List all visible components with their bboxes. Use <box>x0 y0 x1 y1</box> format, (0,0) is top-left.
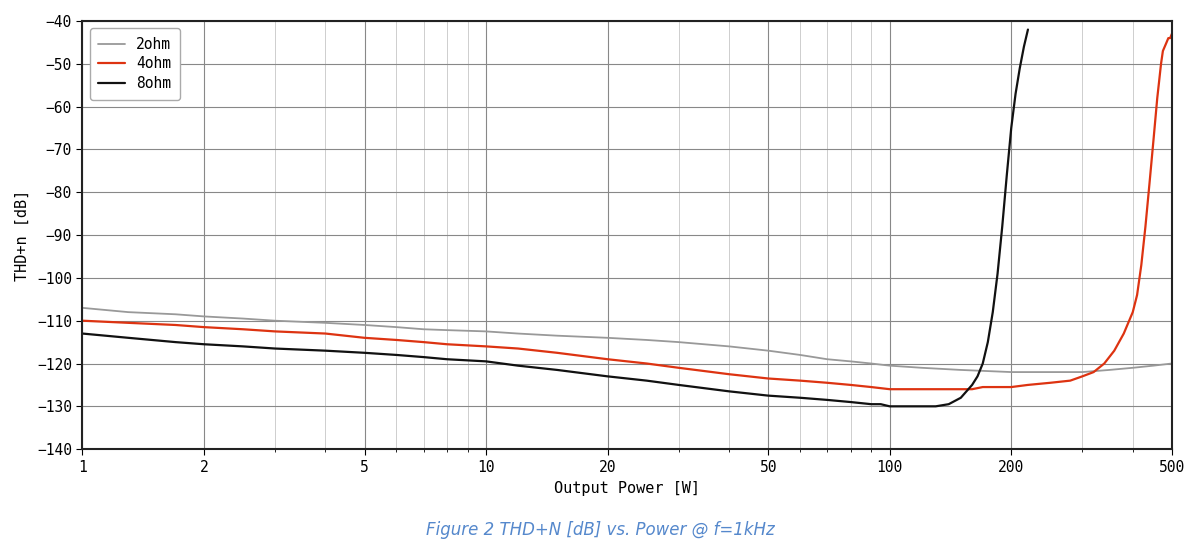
2ohm <box>168 311 182 317</box>
8ohm <box>990 270 1004 277</box>
2ohm <box>761 348 775 354</box>
2ohm <box>479 328 493 335</box>
2ohm <box>121 309 136 316</box>
8ohm <box>844 399 858 405</box>
8ohm <box>985 309 1000 316</box>
8ohm <box>672 382 686 388</box>
4ohm <box>168 322 182 328</box>
8ohm <box>600 373 614 380</box>
2ohm <box>864 360 878 367</box>
Line: 2ohm: 2ohm <box>83 308 1172 372</box>
2ohm <box>1146 362 1160 369</box>
Line: 4ohm: 4ohm <box>83 34 1172 389</box>
8ohm <box>358 349 372 356</box>
2ohm <box>1165 360 1180 367</box>
4ohm <box>882 386 896 393</box>
8ohm <box>976 360 990 367</box>
8ohm <box>121 334 136 341</box>
2ohm <box>1075 368 1090 375</box>
Legend: 2ohm, 4ohm, 8ohm: 2ohm, 4ohm, 8ohm <box>90 28 180 100</box>
2ohm <box>844 358 858 365</box>
8ohm <box>1000 172 1014 178</box>
Line: 8ohm: 8ohm <box>83 30 1028 406</box>
2ohm <box>1043 368 1057 375</box>
8ohm <box>971 373 985 380</box>
2ohm <box>1126 365 1140 371</box>
8ohm <box>1021 26 1036 33</box>
8ohm <box>864 401 878 408</box>
2ohm <box>793 351 808 358</box>
4ohm <box>640 360 654 367</box>
2ohm <box>511 330 526 337</box>
2ohm <box>640 337 654 343</box>
8ohm <box>892 403 906 410</box>
2ohm <box>550 332 564 339</box>
8ohm <box>479 358 493 365</box>
8ohm <box>761 392 775 399</box>
2ohm <box>416 326 431 333</box>
8ohm <box>954 394 968 401</box>
2ohm <box>318 320 332 326</box>
8ohm <box>76 330 90 337</box>
2ohm <box>954 367 968 373</box>
2ohm <box>268 317 282 324</box>
8ohm <box>1008 91 1022 97</box>
4ohm <box>197 324 211 331</box>
4ohm <box>1108 348 1122 354</box>
2ohm <box>1004 368 1019 375</box>
8ohm <box>389 351 403 358</box>
8ohm <box>820 397 834 403</box>
8ohm <box>1016 43 1031 50</box>
8ohm <box>907 403 922 410</box>
8ohm <box>236 343 251 350</box>
4ohm <box>1165 31 1180 37</box>
Text: Figure 2 THD+N [dB] vs. Power @ f=1kHz: Figure 2 THD+N [dB] vs. Power @ f=1kHz <box>426 521 774 539</box>
Y-axis label: THD+n [dB]: THD+n [dB] <box>14 189 30 280</box>
8ohm <box>1004 125 1019 131</box>
4ohm <box>76 317 90 324</box>
8ohm <box>722 388 737 395</box>
8ohm <box>882 403 896 410</box>
2ohm <box>722 343 737 350</box>
8ohm <box>942 401 956 408</box>
8ohm <box>874 401 888 408</box>
8ohm <box>793 394 808 401</box>
2ohm <box>76 305 90 311</box>
4ohm <box>914 386 929 393</box>
8ohm <box>640 377 654 384</box>
8ohm <box>197 341 211 348</box>
X-axis label: Output Power [W]: Output Power [W] <box>554 481 700 497</box>
2ohm <box>389 324 403 331</box>
8ohm <box>439 356 454 362</box>
2ohm <box>236 315 251 322</box>
8ohm <box>929 403 943 410</box>
8ohm <box>995 223 1009 230</box>
8ohm <box>318 348 332 354</box>
2ohm <box>358 322 372 328</box>
8ohm <box>416 354 431 360</box>
2ohm <box>600 334 614 341</box>
8ohm <box>980 339 995 345</box>
8ohm <box>965 382 979 388</box>
2ohm <box>882 362 896 369</box>
2ohm <box>439 327 454 333</box>
2ohm <box>672 339 686 345</box>
8ohm <box>168 339 182 345</box>
2ohm <box>914 365 929 371</box>
8ohm <box>914 403 929 410</box>
8ohm <box>899 403 913 410</box>
8ohm <box>1013 65 1027 72</box>
8ohm <box>268 345 282 352</box>
2ohm <box>197 313 211 320</box>
8ohm <box>511 362 526 369</box>
8ohm <box>550 367 564 373</box>
2ohm <box>1102 367 1116 373</box>
2ohm <box>820 356 834 362</box>
4ohm <box>1097 360 1111 367</box>
